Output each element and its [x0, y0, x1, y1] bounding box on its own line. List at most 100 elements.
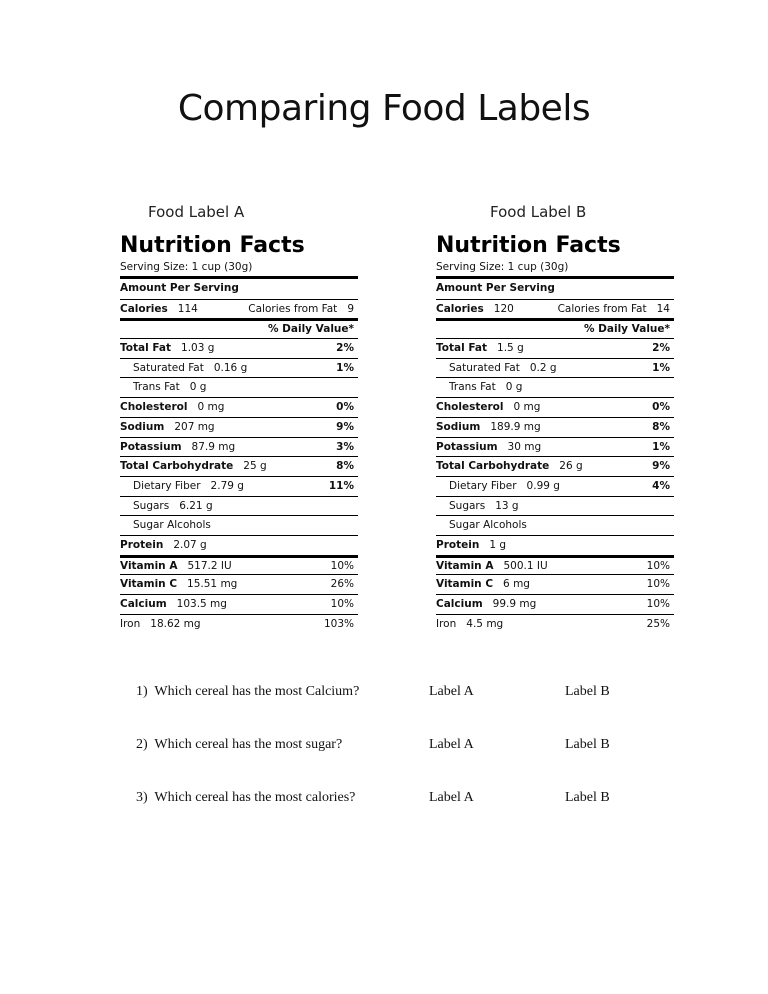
nutrient-label: Vitamin C [436, 578, 494, 591]
nutrient-row-vit-c: Vitamin C 15.51 mg 26% [120, 574, 358, 594]
question-text: Which cereal has the most calories? [154, 790, 356, 805]
nutrient-daily-value: 0% [652, 401, 670, 414]
nutrient-label: Potassium [436, 440, 498, 453]
nutrition-panel-a: Nutrition Facts Serving Size: 1 cup (30g)… [120, 232, 358, 633]
nutrient-daily-value: 9% [336, 420, 354, 433]
nutrient-daily-value: 26% [330, 578, 354, 591]
nutrient-daily-value: 2% [652, 342, 670, 355]
calories-row: Calories 120 Calories from Fat 14 [436, 298, 674, 319]
nutrient-value: 189.9 mg [490, 420, 541, 433]
nutrient-label: Dietary Fiber [449, 479, 517, 492]
nutrient-label: Sodium [120, 420, 165, 433]
nutrient-row-protein: Protein 2.07 g [120, 534, 358, 555]
nutrient-row-sat-fat: Saturated Fat 0.16 g 1% [120, 357, 358, 378]
nutrient-value: 1 g [489, 538, 507, 551]
nutrient-daily-value: 2% [336, 342, 354, 355]
nutrient-row-potassium: Potassium 87.9 mg 3% [120, 436, 358, 457]
nutrition-facts-title: Nutrition Facts [120, 233, 305, 258]
nutrient-value: 6 mg [503, 578, 530, 591]
nutrient-value: 13 g [495, 499, 519, 512]
nutrient-label: Dietary Fiber [133, 479, 201, 492]
answer-label-b[interactable]: Label B [565, 684, 610, 699]
nutrient-value: 0 mg [197, 401, 225, 414]
nutrient-row-total-fat: Total Fat 1.5 g 2% [436, 338, 674, 358]
nutrient-row-sugar-alcohols: Sugar Alcohols [436, 515, 674, 535]
nutrient-daily-value: 0% [336, 401, 354, 414]
nutrient-value: 500.1 IU [503, 559, 548, 572]
nutrient-row-protein: Protein 1 g [436, 534, 674, 555]
nutrient-row-fiber: Dietary Fiber 0.99 g 4% [436, 475, 674, 496]
nutrient-daily-value: 1% [652, 440, 670, 453]
nutrient-row-potassium: Potassium 30 mg 1% [436, 436, 674, 457]
nutrient-row-sodium: Sodium 189.9 mg 8% [436, 416, 674, 437]
nutrient-row-cholesterol: Cholesterol 0 mg 0% [120, 397, 358, 417]
nutrient-row-sugars: Sugars 13 g [436, 495, 674, 516]
question-number: 1) [136, 684, 148, 699]
nutrient-label: Trans Fat [133, 381, 180, 394]
daily-value-header-row: % Daily Value* [120, 318, 358, 338]
nutrient-daily-value: 4% [652, 479, 670, 492]
nutrient-row-calcium: Calcium 103.5 mg 10% [120, 594, 358, 614]
nutrition-facts-title: Nutrition Facts [436, 233, 621, 258]
nutrient-value: 517.2 IU [187, 559, 232, 572]
nutrient-row-fiber: Dietary Fiber 2.79 g 11% [120, 475, 358, 496]
serving-size: Serving Size: 1 cup (30g) [436, 261, 569, 273]
nutrient-label: Sugars [133, 499, 170, 512]
nutrient-label: Protein [436, 538, 480, 551]
nutrient-value: 0.99 g [526, 479, 560, 492]
calories-from-fat-value: 14 [656, 302, 670, 315]
nutrient-value: 99.9 mg [492, 598, 537, 610]
nutrient-value: 87.9 mg [191, 440, 236, 453]
nutrient-row-iron: Iron 4.5 mg 25% [436, 613, 674, 634]
nutrient-value: 0.16 g [213, 361, 248, 374]
calories-label: Calories [436, 302, 484, 315]
page-title: Comparing Food Labels [177, 88, 591, 129]
nutrient-daily-value: 1% [652, 361, 670, 374]
nutrient-value: 1.03 g [181, 342, 215, 355]
nutrient-row-iron: Iron 18.62 mg 103% [120, 613, 358, 634]
nutrient-label: Vitamin A [436, 559, 494, 572]
answer-label-b[interactable]: Label B [565, 790, 610, 805]
nutrient-row-sugars: Sugars 6.21 g [120, 495, 358, 516]
nutrient-label: Sugars [449, 499, 486, 512]
question-text: Which cereal has the most sugar? [154, 737, 343, 752]
nutrient-label: Iron [436, 617, 457, 630]
question-number: 3) [136, 790, 148, 805]
nutrient-label: Sugar Alcohols [449, 519, 527, 532]
nutrient-value: 6.21 g [179, 499, 213, 512]
nutrient-label: Saturated Fat [449, 361, 520, 374]
calories-value: 114 [177, 302, 198, 315]
serving-size: Serving Size: 1 cup (30g) [120, 261, 253, 273]
answer-label-b[interactable]: Label B [565, 737, 610, 752]
nutrient-label: Saturated Fat [133, 361, 204, 374]
nutrient-value: 0 mg [513, 401, 541, 414]
nutrient-row-vit-a: Vitamin A 500.1 IU 10% [436, 554, 674, 575]
nutrient-row-sat-fat: Saturated Fat 0.2 g 1% [436, 357, 674, 378]
calories-value: 120 [493, 302, 514, 315]
nutrient-row-total-fat: Total Fat 1.03 g 2% [120, 338, 358, 358]
nutrient-label: Calcium [436, 598, 483, 610]
nutrient-row-trans-fat: Trans Fat 0 g [436, 377, 674, 397]
nutrient-value: 0 g [505, 381, 523, 394]
nutrient-label: Potassium [120, 440, 182, 453]
answer-label-a[interactable]: Label A [429, 790, 474, 805]
nutrient-row-cholesterol: Cholesterol 0 mg 0% [436, 397, 674, 417]
divider [436, 276, 674, 279]
nutrient-label: Total Carbohydrate [436, 460, 550, 473]
calories-from-fat-value: 9 [347, 302, 354, 315]
nutrient-label: Calcium [120, 598, 167, 610]
calories-row: Calories 114 Calories from Fat 9 [120, 298, 358, 319]
answer-label-a[interactable]: Label A [429, 737, 474, 752]
answer-label-a[interactable]: Label A [429, 684, 474, 699]
nutrient-daily-value: 8% [652, 420, 670, 433]
nutrient-value: 103.5 mg [176, 598, 227, 610]
calories-from-fat-label: Calories from Fat [557, 302, 647, 315]
nutrient-label: Protein [120, 538, 164, 551]
nutrient-daily-value: 10% [330, 559, 354, 572]
divider [120, 276, 358, 279]
nutrient-row-carbs: Total Carbohydrate 25 g 8% [120, 456, 358, 476]
nutrient-row-carbs: Total Carbohydrate 26 g 9% [436, 456, 674, 476]
nutrient-value: 207 mg [174, 420, 215, 433]
nutrient-value: 18.62 mg [150, 617, 201, 630]
calories-from-fat-label: Calories from Fat [248, 302, 338, 315]
